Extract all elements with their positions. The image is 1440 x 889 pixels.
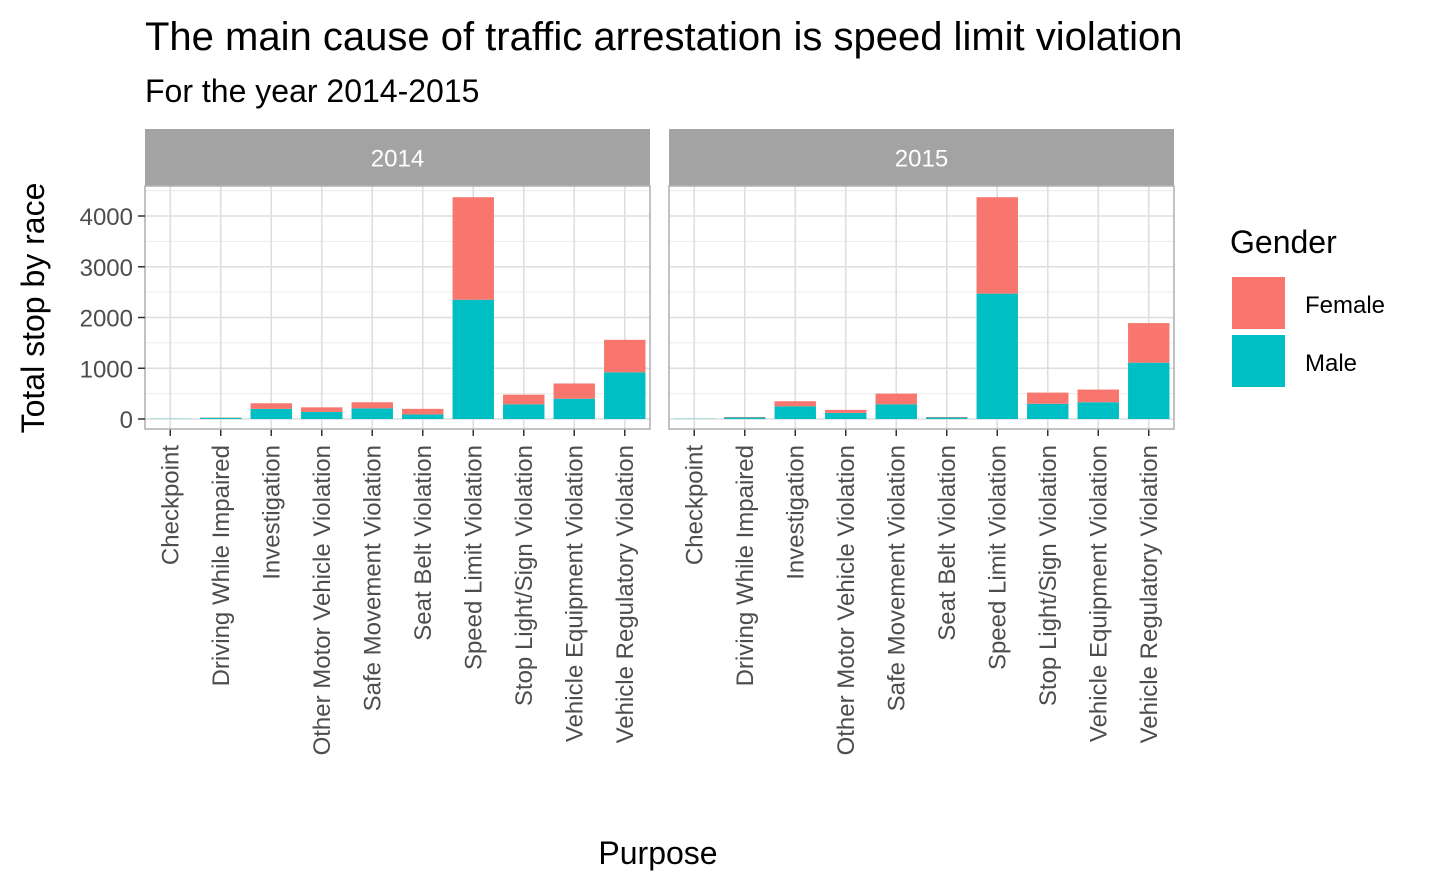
bar-male-8 — [503, 404, 545, 419]
legend-key-male — [1232, 335, 1285, 387]
bar-male-2 — [200, 417, 242, 419]
bar-female-6 — [926, 416, 968, 418]
x-tick-label: Stop Light/Sign Violation — [1035, 445, 1062, 706]
x-tick-label: Other Motor Vehicle Violation — [309, 445, 336, 755]
legend-label-female: Female — [1305, 292, 1385, 319]
y-tick-label: 0 — [120, 407, 133, 434]
bar-female-10 — [604, 339, 646, 373]
bar-female-10 — [1128, 323, 1170, 363]
x-tick-label: Seat Belt Violation — [410, 445, 437, 641]
facet-panel-2015: 2015 Checkpoint Driving While Impaired Inve… — [668, 129, 1175, 755]
bar-female-6 — [402, 408, 444, 415]
bar-male-5 — [351, 408, 393, 419]
legend-key-female — [1232, 277, 1285, 329]
bar-female-4 — [301, 407, 343, 412]
y-tick-label: 1000 — [80, 356, 133, 383]
x-tick-label: Speed Limit Violation — [460, 445, 487, 670]
bar-male-6 — [402, 414, 444, 419]
facet-strip-label: 2015 — [895, 146, 948, 173]
x-tick-label: Checkpoint — [681, 445, 708, 565]
x-tick-label: Investigation — [782, 445, 809, 580]
panel-background — [669, 186, 1174, 429]
bar-male-4 — [825, 412, 867, 419]
bar-female-9 — [553, 383, 595, 399]
x-tick-label: Investigation — [258, 445, 285, 580]
x-tick-label: Vehicle Regulatory Violation — [612, 445, 639, 743]
bar-male-7 — [452, 299, 494, 419]
bar-male-3 — [250, 408, 292, 419]
bar-female-5 — [875, 393, 917, 405]
bar-female-8 — [1027, 392, 1069, 404]
x-tick-label: Vehicle Equipment Violation — [561, 445, 588, 742]
bar-female-8 — [503, 394, 545, 405]
legend: Female Male — [1232, 277, 1385, 387]
bar-female-9 — [1077, 389, 1119, 403]
y-axis-label: Total stop by race — [15, 183, 51, 434]
x-tick-label: Seat Belt Violation — [934, 445, 961, 641]
x-tick-label: Driving While Impaired — [732, 445, 759, 686]
x-tick-label: Driving While Impaired — [208, 445, 235, 686]
y-tick-label: 3000 — [80, 255, 133, 282]
bar-female-3 — [774, 401, 816, 407]
bar-male-6 — [926, 417, 968, 419]
x-tick-label: Vehicle Equipment Violation — [1085, 445, 1112, 742]
chart-subtitle: For the year 2014-2015 — [145, 73, 479, 109]
legend-label-male: Male — [1305, 350, 1357, 377]
x-tick-label: Stop Light/Sign Violation — [511, 445, 538, 706]
facet-panels: 2014 Checkpoint Driving While Impaired Inve… — [80, 129, 1175, 755]
bar-male-8 — [1027, 403, 1069, 419]
bar-male-10 — [604, 372, 646, 419]
bar-male-4 — [301, 411, 343, 419]
facet-strip-label: 2014 — [371, 146, 424, 173]
bar-male-2 — [724, 417, 766, 419]
bar-male-3 — [774, 406, 816, 419]
x-tick-label: Speed Limit Violation — [984, 445, 1011, 670]
y-tick-label: 4000 — [80, 204, 133, 231]
x-tick-label: Vehicle Regulatory Violation — [1136, 445, 1163, 743]
bar-female-3 — [250, 403, 292, 409]
bar-female-7 — [452, 197, 494, 300]
x-tick-label: Safe Movement Violation — [359, 445, 386, 711]
panel-border — [668, 185, 1175, 430]
bar-female-7 — [976, 197, 1018, 294]
chart-title: The main cause of traffic arrestation is… — [145, 15, 1183, 59]
bar-male-5 — [875, 404, 917, 419]
bar-female-4 — [825, 409, 867, 413]
panel-border — [144, 185, 651, 430]
legend-title: Gender — [1230, 224, 1337, 260]
bar-male-10 — [1128, 362, 1170, 419]
bar-female-5 — [351, 402, 393, 409]
bar-female-2 — [724, 416, 766, 418]
y-tick-label: 2000 — [80, 306, 133, 333]
facet-strip — [145, 129, 650, 186]
facet-panel-2014: 2014 Checkpoint Driving While Impaired Inve… — [144, 129, 651, 755]
x-tick-label: Other Motor Vehicle Violation — [833, 445, 860, 755]
x-tick-label: Safe Movement Violation — [883, 445, 910, 711]
x-tick-label: Checkpoint — [157, 445, 184, 565]
facet-strip — [669, 129, 1174, 186]
x-axis-label: Purpose — [598, 835, 717, 871]
bar-male-7 — [976, 293, 1018, 419]
bar-male-9 — [1077, 402, 1119, 419]
bar-male-9 — [553, 398, 595, 419]
